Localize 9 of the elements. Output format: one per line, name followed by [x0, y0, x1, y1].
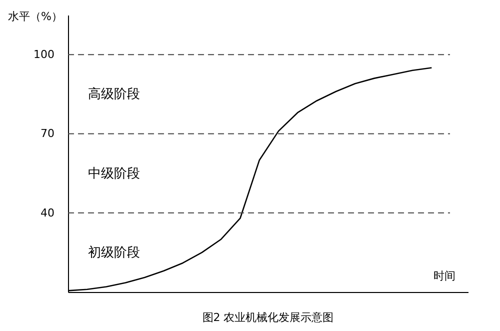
- x-axis-title: 时间: [434, 270, 456, 282]
- annotation: 中级阶段: [88, 166, 140, 182]
- y-tick-label: 100: [34, 48, 54, 62]
- y-tick-label: 70: [40, 127, 54, 140]
- y-tick-label: 40: [40, 206, 54, 220]
- text: 图2 农业机械化发展示意图: [202, 311, 334, 324]
- annotation: 高级阶段: [88, 86, 140, 102]
- annotation: 初级阶段: [88, 245, 140, 260]
- y-axis-title: 水平（%）: [8, 10, 62, 23]
